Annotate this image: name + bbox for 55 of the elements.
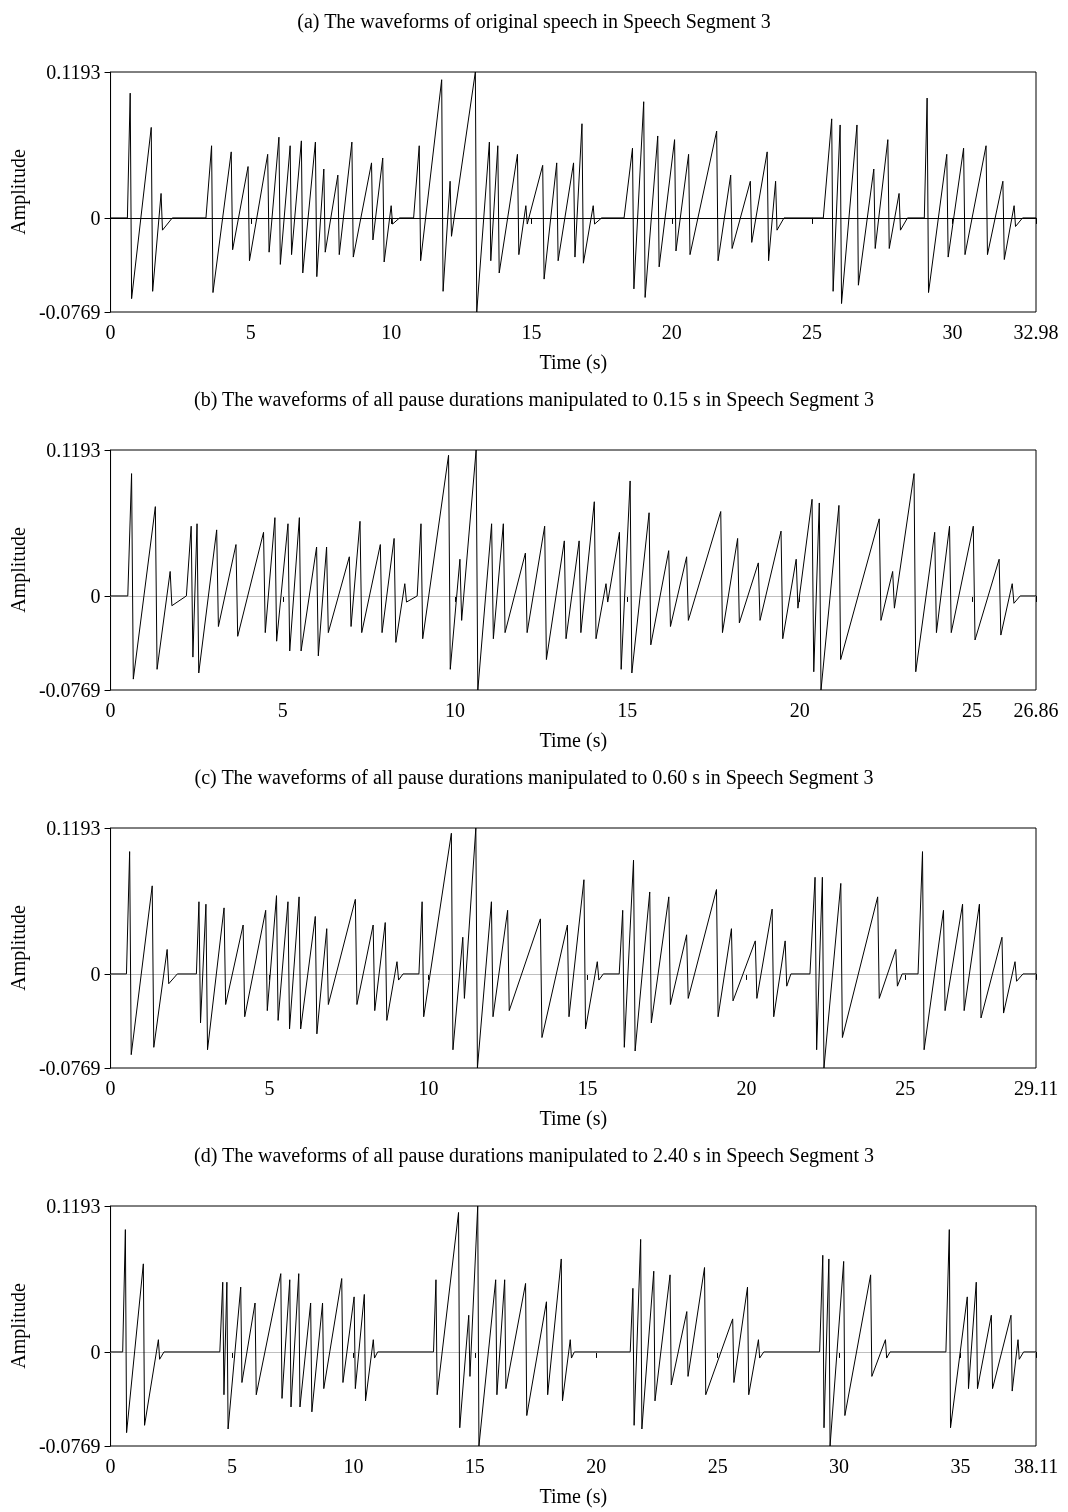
y-tick-label: 0.1193 [46,1195,101,1217]
x-tick-label: 0 [105,1455,116,1477]
y-tick-label: 0 [90,206,101,229]
x-axis-title: Time (s) [539,729,608,752]
chart-title: (b) The waveforms of all pause durations manipulated to 0.15 s in Speech Segment 3 [193,388,875,411]
y-axis-title: Amplitude [7,905,30,991]
x-tick-label: 20 [789,699,810,721]
y-tick-label: 0 [90,962,101,985]
x-tick-label: 0 [105,699,116,721]
x-tick-label: 25 [895,1077,916,1099]
x-tick-label: 20 [661,321,682,343]
y-tick-label: 0 [90,584,101,607]
chart-title: (a) The waveforms of original speech in Speech Segment 3 [297,10,771,33]
x-tick-label: 10 [418,1077,439,1099]
x-tick-label: 5 [245,321,256,343]
y-tick-label: -0.0769 [38,301,101,323]
x-tick-label: 15 [577,1077,598,1099]
y-tick-label: 0.1193 [46,61,101,83]
x-tick-label: 30 [942,321,963,343]
x-tick-label: 25 [802,321,823,343]
x-axis-title: Time (s) [539,351,608,374]
x-tick-label: 38.11 [1013,1455,1059,1477]
x-tick-label: 30 [829,1455,850,1477]
y-axis-title: Amplitude [7,149,30,235]
y-tick-label: -0.0769 [38,1435,101,1457]
y-tick-label: -0.0769 [38,1057,101,1079]
x-tick-label: 32.98 [1013,321,1059,343]
x-tick-label: 26.86 [1013,699,1059,721]
chart-title: (c) The waveforms of all pause durations manipulated to 0.60 s in Speech Segment 3 [194,766,874,789]
y-axis-title: Amplitude [7,527,30,613]
x-tick-label: 5 [264,1077,275,1099]
x-tick-label: 0 [105,1077,116,1099]
x-tick-label: 0 [105,321,116,343]
x-tick-label: 5 [277,699,288,721]
x-tick-label: 20 [736,1077,757,1099]
x-tick-label: 15 [464,1455,485,1477]
x-tick-label: 15 [617,699,638,721]
x-tick-label: 25 [961,699,982,721]
x-tick-label: 10 [445,699,466,721]
x-tick-label: 15 [521,321,542,343]
x-tick-label: 20 [586,1455,607,1477]
y-tick-label: 0.1193 [46,439,101,461]
x-axis-title: Time (s) [539,1485,608,1508]
y-axis-title: Amplitude [7,1283,30,1369]
x-tick-label: 10 [343,1455,364,1477]
x-tick-label: 25 [707,1455,728,1477]
y-tick-label: 0 [90,1340,101,1363]
x-tick-label: 29.11 [1013,1077,1059,1099]
x-tick-label: 35 [950,1455,971,1477]
x-axis-title: Time (s) [539,1107,608,1130]
y-tick-label: 0.1193 [46,817,101,839]
x-tick-label: 10 [381,321,402,343]
chart-title: (d) The waveforms of all pause durations manipulated to 2.40 s in Speech Segment 3 [193,1144,875,1167]
y-tick-label: -0.0769 [38,679,101,701]
x-tick-label: 5 [226,1455,237,1477]
